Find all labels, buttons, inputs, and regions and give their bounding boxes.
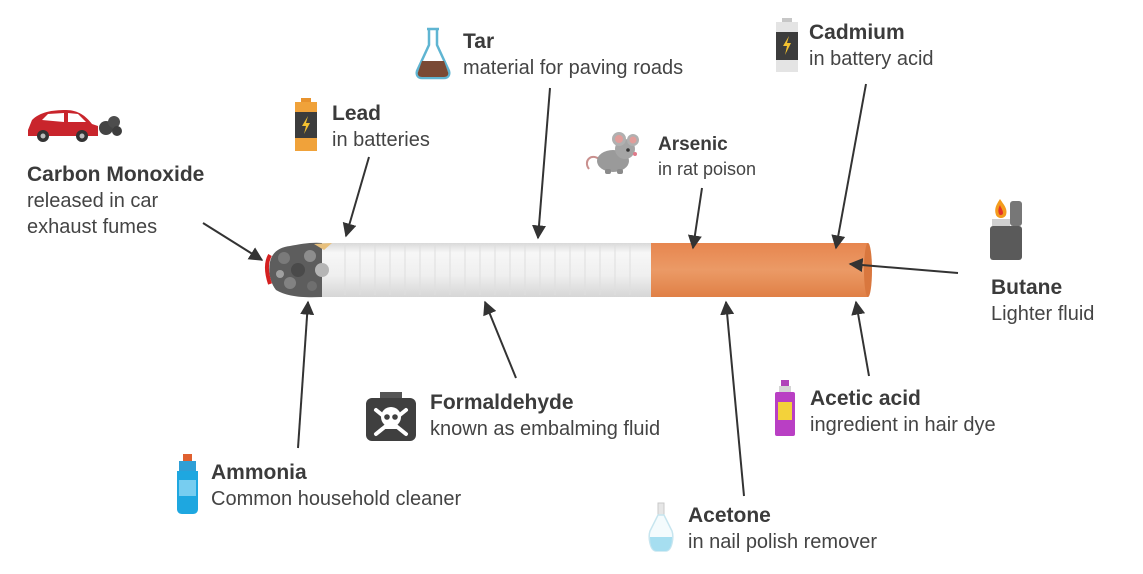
cadmium-name: Cadmium: [809, 21, 905, 44]
cigarette-filter: [651, 243, 868, 297]
cleaner-bottle-icon: [177, 454, 198, 514]
arrow-ammonia: [297, 300, 315, 449]
burning-tip: [265, 242, 332, 298]
pointer-arrows: [202, 83, 959, 497]
acetic-acid-name: Acetic acid: [810, 387, 921, 410]
gray-battery-icon: [776, 18, 798, 72]
lead-name: Lead: [332, 102, 382, 125]
cadmium-desc: in battery acid: [809, 48, 934, 70]
carbon-monoxide-name: Carbon Monoxide: [27, 163, 205, 186]
label-tar: Tar material for paving roads: [463, 29, 683, 81]
label-cadmium: Cadmium in battery acid: [809, 20, 934, 72]
paper-ribs: [344, 245, 631, 295]
label-acetone: Acetone in nail polish remover: [688, 503, 877, 555]
arsenic-desc: in rat poison: [658, 159, 757, 179]
label-ammonia: Ammonia Common household cleaner: [211, 460, 461, 512]
rat-icon: [585, 132, 639, 174]
cigarette: [265, 242, 872, 298]
label-carbon-monoxide: Carbon Monoxide released in car exhaust …: [27, 162, 204, 240]
acetic-acid-desc: ingredient in hair dye: [810, 414, 996, 436]
filter-end: [864, 243, 872, 297]
butane-desc: Lighter fluid: [991, 303, 1095, 325]
acetone-name: Acetone: [688, 504, 771, 527]
label-butane: Butane Lighter fluid: [991, 275, 1094, 327]
arrow-carbon-monoxide: [202, 222, 264, 261]
nail-polish-bottle-icon: [648, 502, 674, 552]
cigarette-paper: [320, 243, 652, 297]
flask-icon: [415, 27, 451, 80]
label-arsenic: Arsenic in rat poison: [658, 133, 756, 181]
arrow-cadmium: [831, 83, 867, 250]
spray-bottle-icon: [775, 380, 795, 436]
orange-battery-icon: [295, 98, 317, 151]
lighter-icon: [990, 199, 1022, 260]
arrow-formaldehyde: [483, 300, 517, 379]
carbon-monoxide-desc: released in car exhaust fumes: [27, 190, 159, 238]
arrow-arsenic: [687, 187, 703, 250]
lead-desc: in batteries: [332, 129, 430, 151]
formaldehyde-desc: known as embalming fluid: [430, 418, 661, 440]
arrow-acetic-acid: [851, 300, 870, 377]
arrow-lead: [342, 156, 370, 238]
skull-crossbones-icon: [366, 392, 416, 441]
label-formaldehyde: Formaldehyde known as embalming fluid: [430, 390, 660, 442]
formaldehyde-name: Formaldehyde: [430, 391, 574, 414]
label-lead: Lead in batteries: [332, 101, 430, 153]
arrow-butane: [848, 258, 959, 274]
butane-name: Butane: [991, 276, 1063, 299]
ammonia-name: Ammonia: [211, 461, 307, 484]
label-acetic-acid: Acetic acid ingredient in hair dye: [810, 386, 996, 438]
tar-desc: material for paving roads: [463, 57, 684, 79]
car-exhaust-icon: [28, 110, 122, 142]
arrow-acetone: [720, 300, 745, 497]
ammonia-desc: Common household cleaner: [211, 488, 462, 510]
tar-name: Tar: [463, 30, 495, 53]
arsenic-name: Arsenic: [658, 134, 728, 155]
arrow-tar: [532, 87, 551, 240]
acetone-desc: in nail polish remover: [688, 531, 877, 553]
